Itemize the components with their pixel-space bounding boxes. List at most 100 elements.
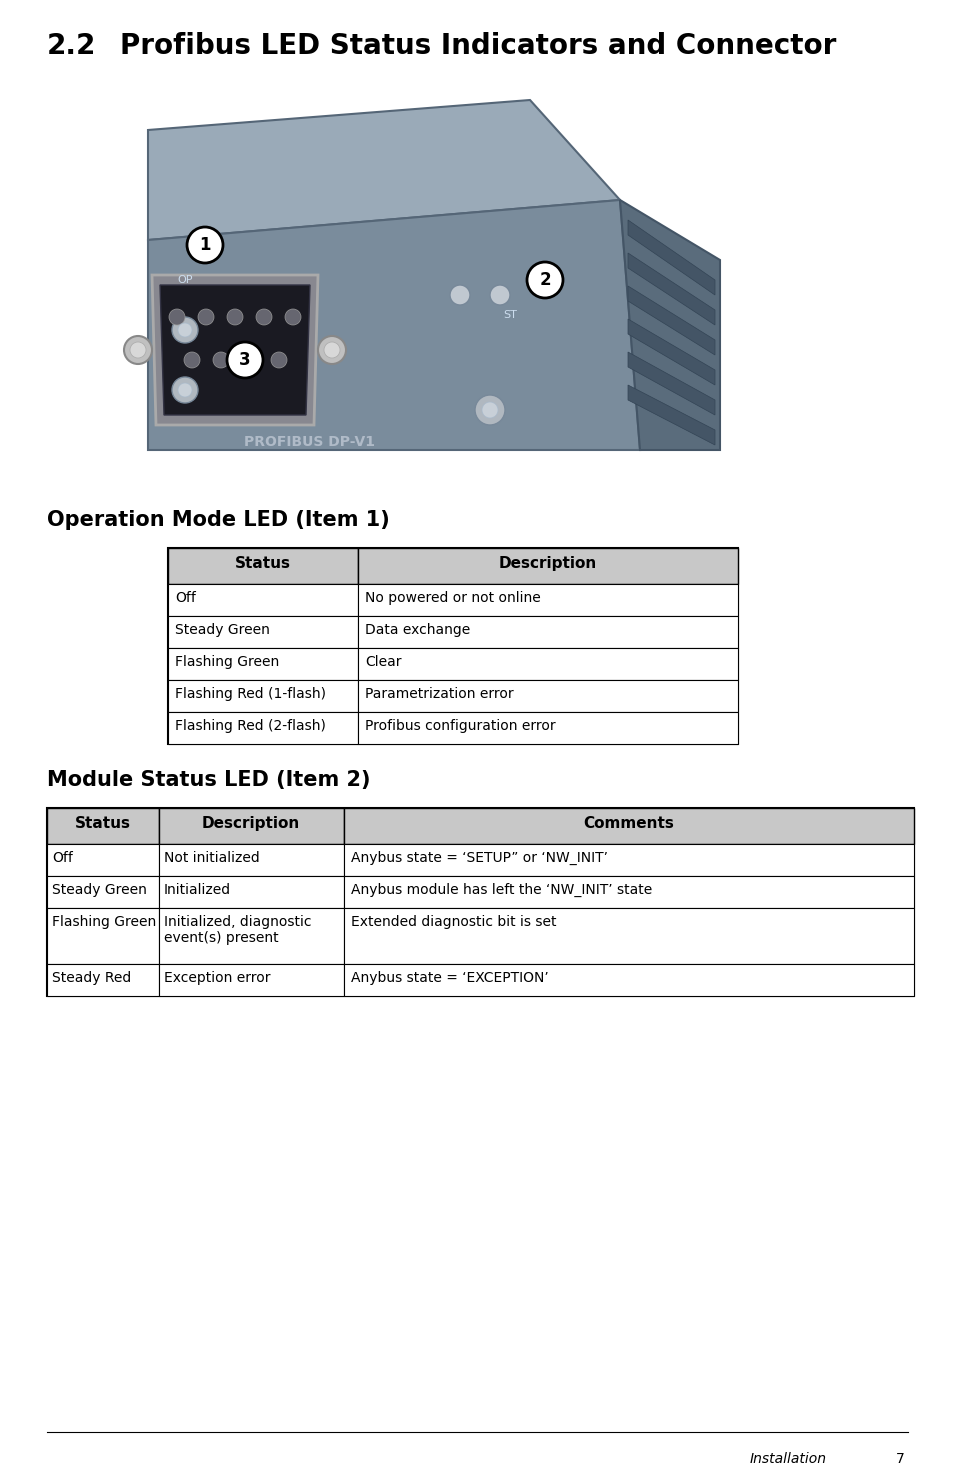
Polygon shape	[627, 220, 714, 295]
Circle shape	[187, 227, 223, 263]
Text: Extended diagnostic bit is set: Extended diagnostic bit is set	[351, 914, 556, 929]
Text: ST: ST	[502, 310, 517, 320]
Bar	[47, 808, 913, 996]
Bar	[159, 909, 344, 965]
Polygon shape	[627, 254, 714, 324]
Circle shape	[184, 353, 200, 367]
Bar	[47, 876, 159, 909]
Bar	[168, 549, 738, 743]
Text: 2.2: 2.2	[47, 32, 96, 60]
Text: OP: OP	[177, 274, 193, 285]
Bar	[357, 549, 738, 584]
Bar	[357, 584, 738, 617]
Bar	[47, 965, 159, 996]
Bar	[344, 876, 913, 909]
Circle shape	[271, 353, 287, 367]
Text: Flashing Red (2-flash): Flashing Red (2-flash)	[174, 718, 326, 733]
Text: 1: 1	[199, 236, 211, 254]
Polygon shape	[627, 286, 714, 355]
Text: 3: 3	[239, 351, 251, 369]
Circle shape	[255, 308, 272, 324]
Circle shape	[324, 342, 339, 358]
Text: Steady Green: Steady Green	[174, 622, 270, 637]
Text: Parametrization error: Parametrization error	[365, 687, 513, 701]
Polygon shape	[619, 201, 720, 450]
Circle shape	[198, 308, 213, 324]
Text: Anybus state = ‘SETUP” or ‘NW_INIT’: Anybus state = ‘SETUP” or ‘NW_INIT’	[351, 851, 607, 866]
Text: Steady Green: Steady Green	[52, 884, 147, 897]
Bar	[168, 584, 357, 617]
Polygon shape	[627, 319, 714, 385]
Text: Off: Off	[52, 851, 72, 864]
Circle shape	[285, 308, 301, 324]
Text: Status: Status	[234, 556, 291, 571]
Circle shape	[169, 308, 185, 324]
Circle shape	[475, 395, 504, 425]
Bar	[47, 808, 159, 844]
Circle shape	[124, 336, 152, 364]
Polygon shape	[152, 274, 317, 425]
Text: Exception error: Exception error	[164, 971, 271, 985]
Bar	[344, 965, 913, 996]
Polygon shape	[627, 385, 714, 445]
Bar	[168, 549, 357, 584]
Text: Module Status LED (Item 2): Module Status LED (Item 2)	[47, 770, 370, 791]
Polygon shape	[148, 100, 619, 240]
Bar	[357, 712, 738, 743]
Text: Data exchange: Data exchange	[365, 622, 470, 637]
Circle shape	[490, 285, 510, 305]
Text: Description: Description	[202, 816, 300, 830]
Polygon shape	[148, 201, 639, 450]
Circle shape	[450, 285, 470, 305]
Circle shape	[178, 323, 192, 336]
Text: No powered or not online: No powered or not online	[365, 591, 540, 605]
Bar	[344, 844, 913, 876]
Circle shape	[227, 342, 263, 378]
Bar	[357, 680, 738, 712]
Text: Profibus configuration error: Profibus configuration error	[365, 718, 555, 733]
Text: Initialized: Initialized	[164, 884, 231, 897]
Circle shape	[130, 342, 146, 358]
Text: Steady Red: Steady Red	[52, 971, 132, 985]
Bar	[168, 712, 357, 743]
Circle shape	[178, 384, 192, 397]
Text: Clear: Clear	[365, 655, 401, 670]
Bar	[344, 808, 913, 844]
Text: Operation Mode LED (Item 1): Operation Mode LED (Item 1)	[47, 510, 390, 530]
Bar	[159, 965, 344, 996]
Text: PROFIBUS DP-V1: PROFIBUS DP-V1	[244, 435, 375, 448]
Circle shape	[227, 308, 243, 324]
Polygon shape	[627, 353, 714, 414]
Bar	[159, 844, 344, 876]
Text: Comments: Comments	[583, 816, 674, 830]
Text: Installation: Installation	[749, 1451, 826, 1466]
Bar	[159, 876, 344, 909]
Text: Flashing Green: Flashing Green	[174, 655, 279, 670]
Bar	[168, 680, 357, 712]
Circle shape	[213, 353, 229, 367]
Text: 7: 7	[895, 1451, 904, 1466]
Circle shape	[481, 403, 497, 417]
Text: Not initialized: Not initialized	[164, 851, 259, 864]
Text: Anybus state = ‘EXCEPTION’: Anybus state = ‘EXCEPTION’	[351, 971, 548, 985]
Bar	[168, 648, 357, 680]
Text: Status: Status	[75, 816, 131, 830]
Polygon shape	[160, 285, 310, 414]
Text: Flashing Red (1-flash): Flashing Red (1-flash)	[174, 687, 326, 701]
Circle shape	[242, 353, 257, 367]
Circle shape	[526, 263, 562, 298]
Bar	[47, 844, 159, 876]
Bar	[357, 617, 738, 648]
Text: Initialized, diagnostic
event(s) present: Initialized, diagnostic event(s) present	[164, 914, 312, 945]
Bar	[159, 808, 344, 844]
Circle shape	[317, 336, 346, 364]
Text: Flashing Green: Flashing Green	[52, 914, 156, 929]
Circle shape	[172, 378, 198, 403]
Text: Off: Off	[174, 591, 195, 605]
Bar	[357, 648, 738, 680]
Text: Anybus module has left the ‘NW_INIT’ state: Anybus module has left the ‘NW_INIT’ sta…	[351, 884, 652, 897]
Circle shape	[172, 317, 198, 344]
Bar	[47, 909, 159, 965]
Bar	[344, 909, 913, 965]
Bar	[168, 617, 357, 648]
